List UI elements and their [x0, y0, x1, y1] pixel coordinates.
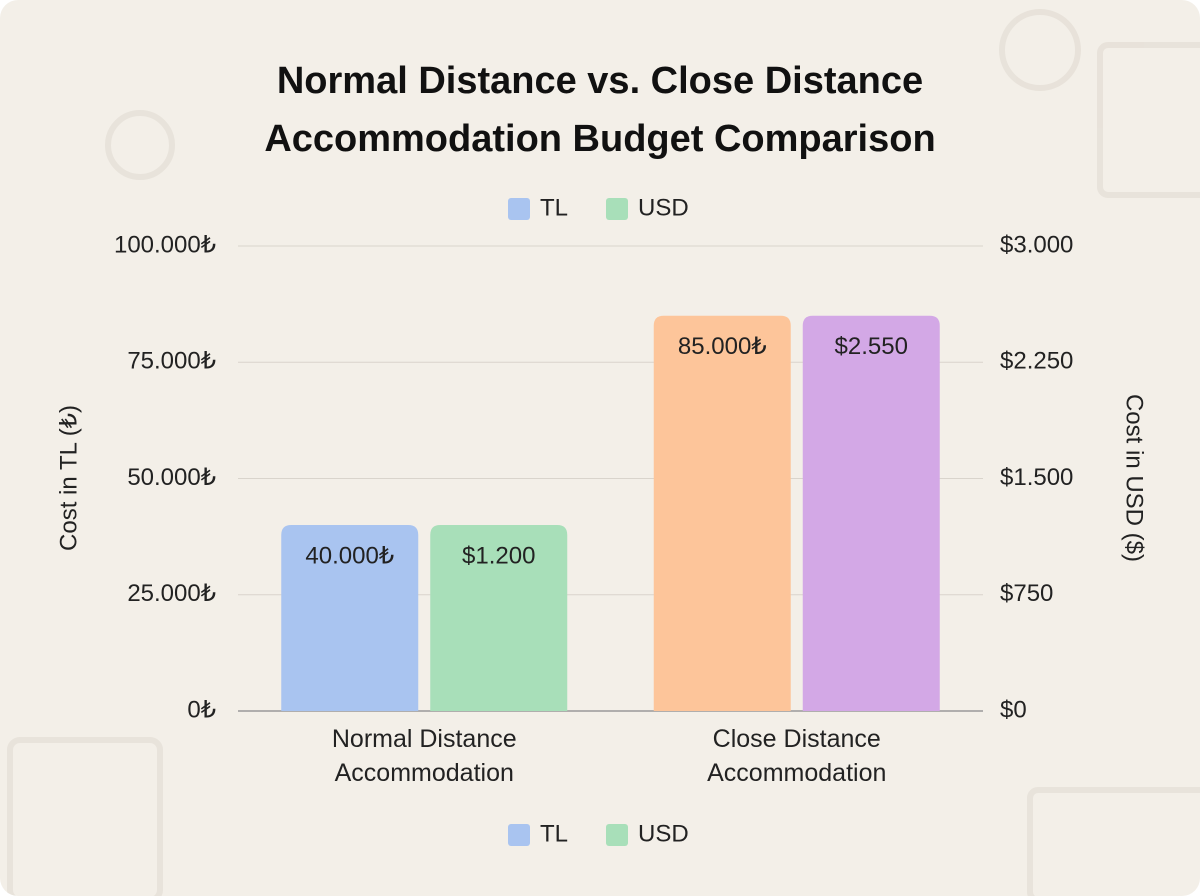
decoration	[7, 9, 1200, 896]
bar	[281, 525, 419, 711]
legend-label: TL	[540, 820, 568, 847]
chart-title: Normal Distance vs. Close Distance Accom…	[264, 60, 936, 160]
y2-tick-label: $1.500	[1000, 464, 1073, 491]
x-tick-label: Normal Distance Accommodation	[331, 725, 517, 787]
legend-swatch	[508, 198, 530, 220]
y-tick-label: 75.000₺	[127, 348, 216, 375]
value-label: $2.550	[835, 333, 908, 360]
legend-swatch	[606, 198, 628, 220]
y-tick-label: 50.000₺	[127, 464, 216, 491]
bar	[653, 315, 791, 711]
x-tick-label: Close Distance Accommodation	[707, 725, 887, 787]
y2-axis-label: Cost in USD ($)	[1121, 394, 1148, 562]
legend-label: USD	[638, 820, 689, 847]
legend-label: TL	[540, 194, 568, 221]
y2-tick-label: $2.250	[1000, 348, 1073, 375]
value-label: $1.200	[462, 542, 535, 569]
bar	[802, 315, 940, 711]
y-axis-label: Cost in TL (₺)	[55, 405, 82, 551]
y2-tick-label: $750	[1000, 580, 1053, 607]
legend-label: USD	[638, 194, 689, 221]
y-tick-label: 25.000₺	[127, 580, 216, 607]
bar	[430, 525, 568, 711]
value-label: 40.000₺	[305, 542, 394, 569]
value-label: 85.000₺	[678, 333, 767, 360]
legend-swatch	[508, 824, 530, 846]
y2-tick-label: $0	[1000, 696, 1027, 723]
y-tick-label: 100.000₺	[114, 231, 216, 258]
y-tick-label: 0₺	[187, 696, 216, 723]
y2-tick-label: $3.000	[1000, 231, 1073, 258]
legend-swatch	[606, 824, 628, 846]
